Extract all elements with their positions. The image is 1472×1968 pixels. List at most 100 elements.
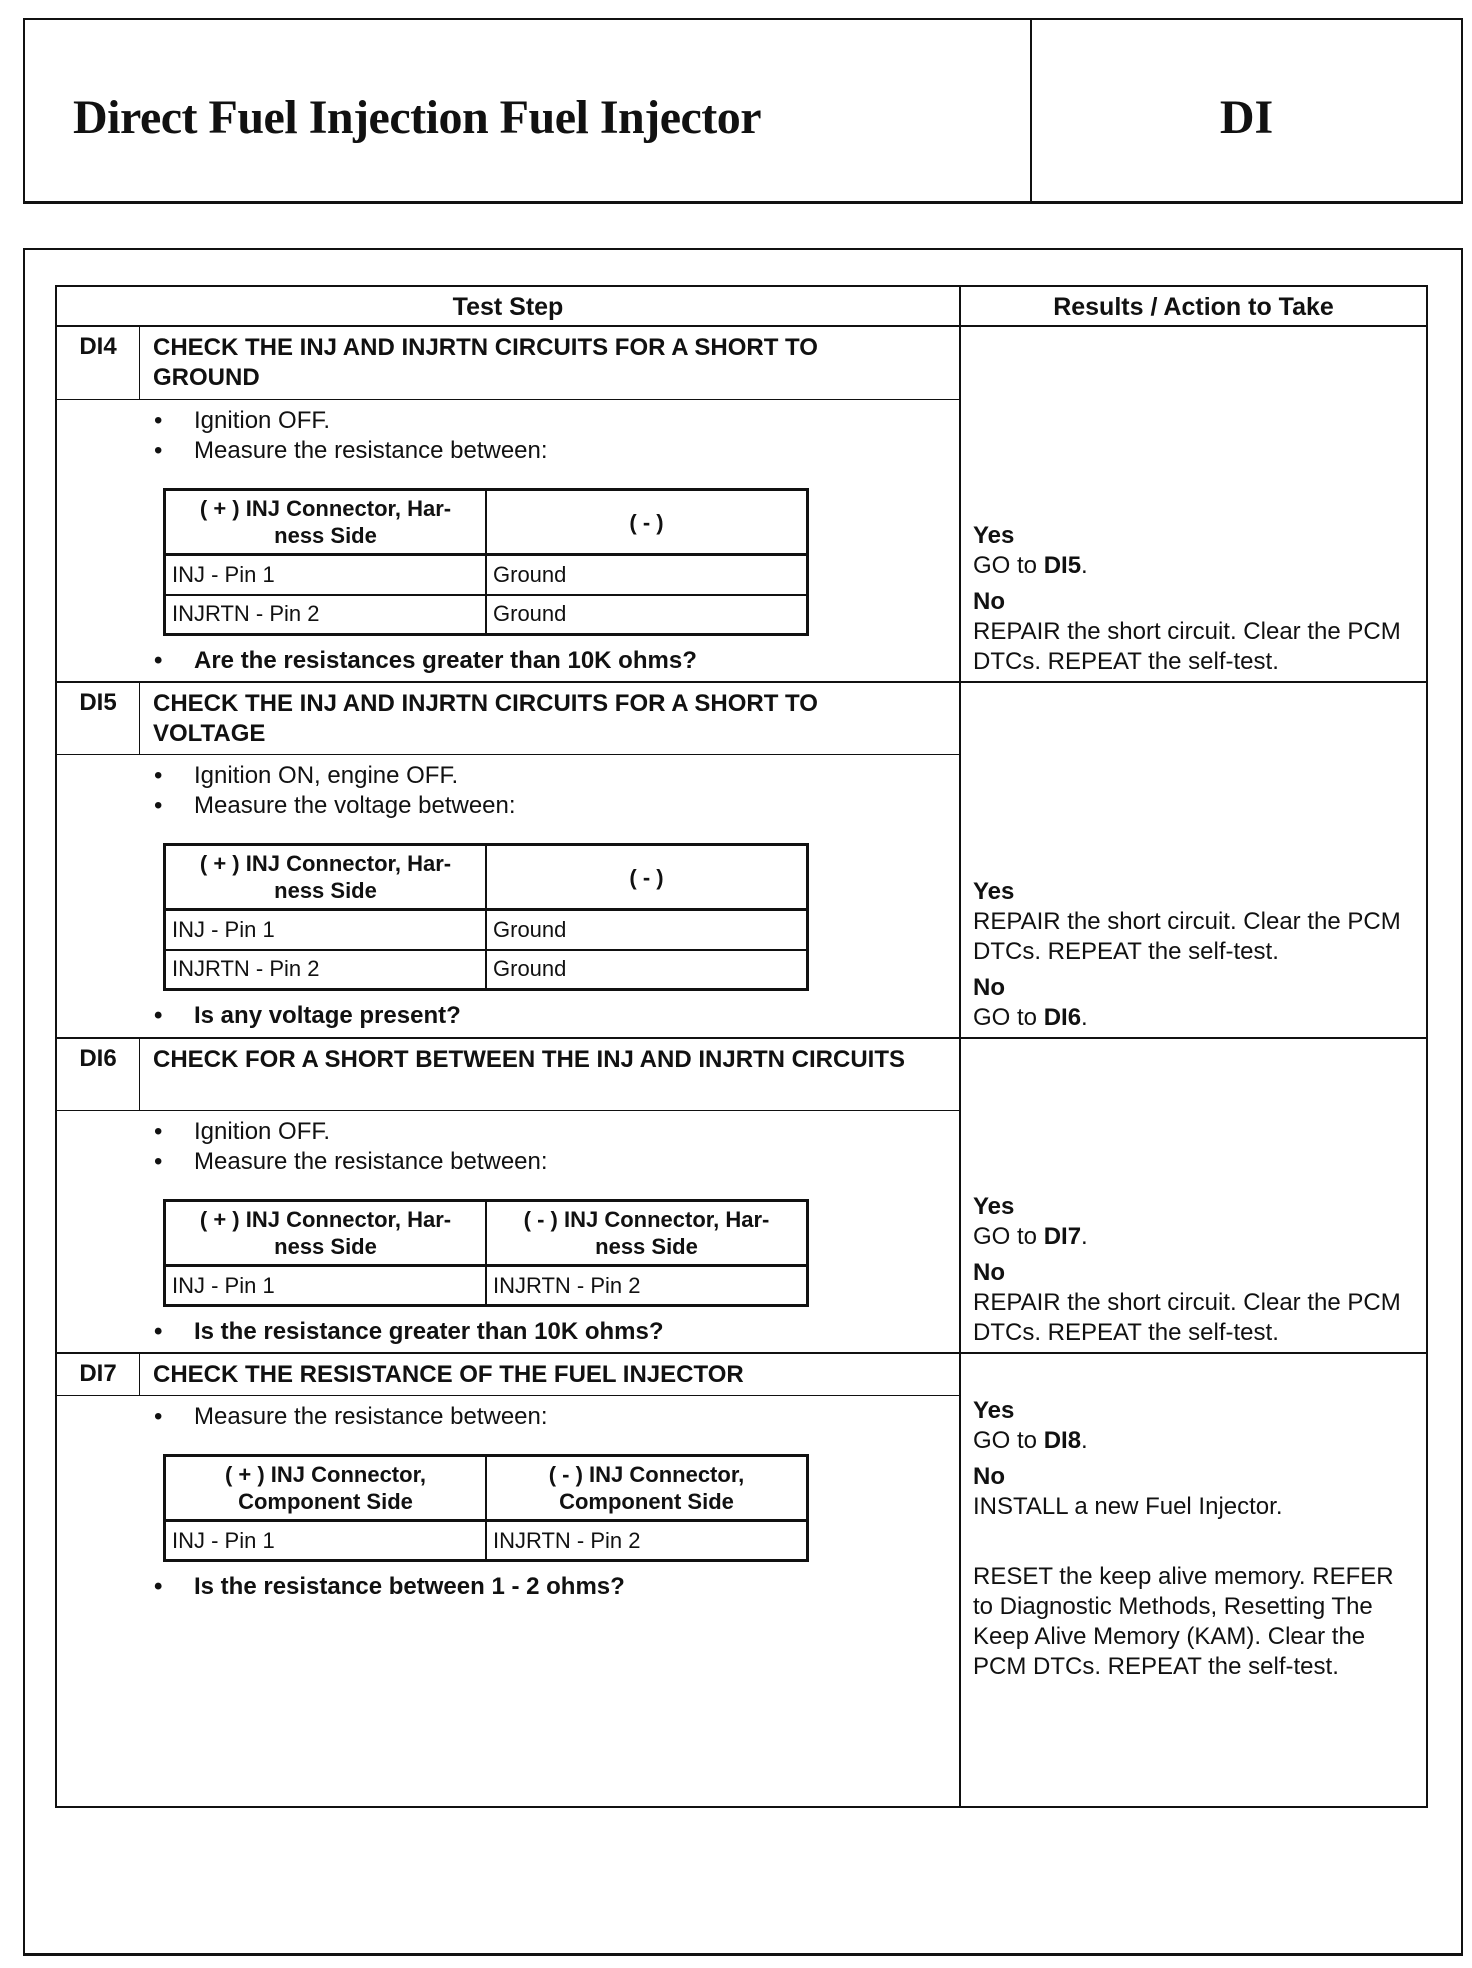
step-link[interactable]: DI6 xyxy=(1043,1004,1082,1031)
measurement-table: ( + ) INJ Connector, Component Side( - ) … xyxy=(163,1454,809,1562)
step-link[interactable]: DI8 xyxy=(1043,1427,1082,1454)
table-cell: INJ - Pin 1 xyxy=(163,908,487,951)
divider xyxy=(1030,20,1032,201)
step-id: DI4 xyxy=(57,327,140,399)
header-line: ( - ) xyxy=(629,864,664,890)
table-cell: INJ - Pin 1 xyxy=(163,1264,487,1307)
no-action: REPAIR the short circuit. Clear the PCM … xyxy=(973,1289,1401,1346)
header-test-step: Test Step xyxy=(57,287,961,327)
step-bullet: Measure the resistance between: xyxy=(57,436,959,466)
title-box: Direct Fuel Injection Fuel Injector DI xyxy=(23,18,1463,204)
header-line: ( - ) xyxy=(629,509,664,535)
step-question: Is the resistance between 1 - 2 ohms? xyxy=(57,1572,959,1602)
step-title: CHECK FOR A SHORT BETWEEN THE INJ AND IN… xyxy=(153,1046,906,1073)
header-line: ( + ) INJ Connector, xyxy=(224,1462,427,1487)
measurement-header: ( - ) INJ Connector, Har-ness Side xyxy=(485,1199,809,1267)
header-line: ness Side xyxy=(274,523,377,548)
section-code: DI xyxy=(1219,91,1274,144)
results-cell: Yes REPAIR the short circuit. Clear the … xyxy=(961,683,1426,1037)
test-step-cell: DI6 CHECK FOR A SHORT BETWEEN THE INJ AN… xyxy=(57,1039,961,1352)
table-row: INJRTN - Pin 2 Ground xyxy=(163,948,809,991)
page-title: Direct Fuel Injection Fuel Injector xyxy=(73,91,762,144)
step-link[interactable]: DI5 xyxy=(1043,552,1082,579)
no-label: No xyxy=(973,974,1005,1001)
step-bullet: Measure the resistance between: xyxy=(57,1402,959,1432)
yes-action: GO to DI5. xyxy=(973,552,1088,579)
table-cell: INJRTN - Pin 2 xyxy=(485,1519,809,1562)
header-line: ( - ) INJ Connector, xyxy=(548,1462,745,1487)
table-cell: INJRTN - Pin 2 xyxy=(163,948,487,991)
header-line: ness Side xyxy=(274,878,377,903)
step-title-row: DI7 CHECK THE RESISTANCE OF THE FUEL INJ… xyxy=(57,1354,959,1396)
header-line: Component Side xyxy=(559,1489,734,1514)
step-body: Ignition OFF.Measure the resistance betw… xyxy=(57,400,959,681)
no-action: INSTALL a new Fuel Injector. xyxy=(973,1493,1283,1520)
test-step-cell: DI7 CHECK THE RESISTANCE OF THE FUEL INJ… xyxy=(57,1354,961,1806)
test-step-cell: DI4 CHECK THE INJ AND INJRTN CIRCUITS FO… xyxy=(57,327,961,681)
yes-label: Yes xyxy=(973,522,1015,549)
step-id: DI7 xyxy=(57,1354,140,1395)
step-title-row: DI4 CHECK THE INJ AND INJRTN CIRCUITS FO… xyxy=(57,327,959,400)
measurement-table: ( + ) INJ Connector, Har-ness Side ( - ) I… xyxy=(163,843,809,991)
step-bullet: Measure the voltage between: xyxy=(57,791,959,821)
table-cell: Ground xyxy=(485,908,809,951)
test-step-table: Test Step Results / Action to Take DI4 C… xyxy=(55,285,1428,1808)
step-title-row: DI6 CHECK FOR A SHORT BETWEEN THE INJ AN… xyxy=(57,1039,959,1111)
step-title: CHECK THE RESISTANCE OF THE FUEL INJECTO… xyxy=(153,1361,744,1388)
no-action: GO to DI6. xyxy=(973,1004,1088,1031)
table-row: INJ - Pin 1 INJRTN - Pin 2 xyxy=(163,1264,809,1307)
step-id: DI6 xyxy=(57,1039,140,1110)
step-bullet: Ignition OFF. xyxy=(57,1117,959,1147)
table-cell: INJ - Pin 1 xyxy=(163,1519,487,1562)
yes-label: Yes xyxy=(973,1397,1015,1424)
test-step-di4: DI4 CHECK THE INJ AND INJRTN CIRCUITS FO… xyxy=(57,327,1426,683)
table-cell: INJRTN - Pin 2 xyxy=(163,593,487,636)
step-body: Ignition OFF.Measure the resistance betw… xyxy=(57,1111,959,1352)
table-row: INJ - Pin 1 INJRTN - Pin 2 xyxy=(163,1519,809,1562)
header-line: ( + ) INJ Connector, Har- xyxy=(199,1207,452,1232)
step-bullet: Measure the resistance between: xyxy=(57,1147,959,1177)
results-cell: Yes GO to DI8. No INSTALL a new Fuel Inj… xyxy=(961,1354,1426,1806)
results-cell: Yes GO to DI7. No REPAIR the short circu… xyxy=(961,1039,1426,1352)
results-cell: Yes GO to DI5. No REPAIR the short circu… xyxy=(961,327,1426,681)
no-label: No xyxy=(973,1463,1005,1490)
no-label: No xyxy=(973,588,1005,615)
header-line: Component Side xyxy=(238,1489,413,1514)
table-row: INJRTN - Pin 2 Ground xyxy=(163,593,809,636)
step-title-row: DI5 CHECK THE INJ AND INJRTN CIRCUITS FO… xyxy=(57,683,959,755)
step-id: DI5 xyxy=(57,683,140,754)
header-line: ness Side xyxy=(595,1234,698,1259)
header-line: ( + ) INJ Connector, Har- xyxy=(199,496,452,521)
test-step-di5: DI5 CHECK THE INJ AND INJRTN CIRCUITS FO… xyxy=(57,683,1426,1039)
measurement-header: ( - ) xyxy=(485,488,809,556)
header-line: ness Side xyxy=(274,1234,377,1259)
table-cell: Ground xyxy=(485,593,809,636)
yes-label: Yes xyxy=(973,878,1015,905)
measurement-header: ( + ) INJ Connector, Har-ness Side xyxy=(163,843,487,911)
step-title: CHECK THE INJ AND INJRTN CIRCUITS FOR A … xyxy=(153,334,818,391)
yes-action: REPAIR the short circuit. Clear the PCM … xyxy=(973,908,1401,965)
measurement-header: ( + ) INJ Connector, Har-ness Side xyxy=(163,488,487,556)
no-action: REPAIR the short circuit. Clear the PCM … xyxy=(973,618,1401,675)
step-title: CHECK THE INJ AND INJRTN CIRCUITS FOR A … xyxy=(153,690,818,747)
header-line: ( + ) INJ Connector, Har- xyxy=(199,851,452,876)
measurement-header: ( + ) INJ Connector, Component Side xyxy=(163,1454,487,1522)
table-cell: Ground xyxy=(485,948,809,991)
table-row: INJ - Pin 1 Ground xyxy=(163,908,809,951)
step-body: Measure the resistance between: ( + ) INJ… xyxy=(57,1396,959,1806)
step-question: Are the resistances greater than 10K ohm… xyxy=(57,646,959,676)
test-step-di6: DI6 CHECK FOR A SHORT BETWEEN THE INJ AN… xyxy=(57,1039,1426,1354)
yes-label: Yes xyxy=(973,1193,1015,1220)
measurement-header: ( - ) INJ Connector, Component Side xyxy=(485,1454,809,1522)
step-link[interactable]: DI7 xyxy=(1043,1223,1082,1250)
no-label: No xyxy=(973,1259,1005,1286)
header-line: ( - ) INJ Connector, Har- xyxy=(523,1207,770,1232)
step-question: Is any voltage present? xyxy=(57,1001,959,1031)
measurement-table: ( + ) INJ Connector, Har-ness Side ( - ) I… xyxy=(163,488,809,636)
test-step-di7: DI7 CHECK THE RESISTANCE OF THE FUEL INJ… xyxy=(57,1354,1426,1806)
step-question: Is the resistance greater than 10K ohms? xyxy=(57,1317,959,1347)
content-frame xyxy=(23,248,1463,1956)
measurement-header: ( - ) xyxy=(485,843,809,911)
step-body: Ignition ON, engine OFF.Measure the volt… xyxy=(57,755,959,1037)
test-step-cell: DI5 CHECK THE INJ AND INJRTN CIRCUITS FO… xyxy=(57,683,961,1037)
